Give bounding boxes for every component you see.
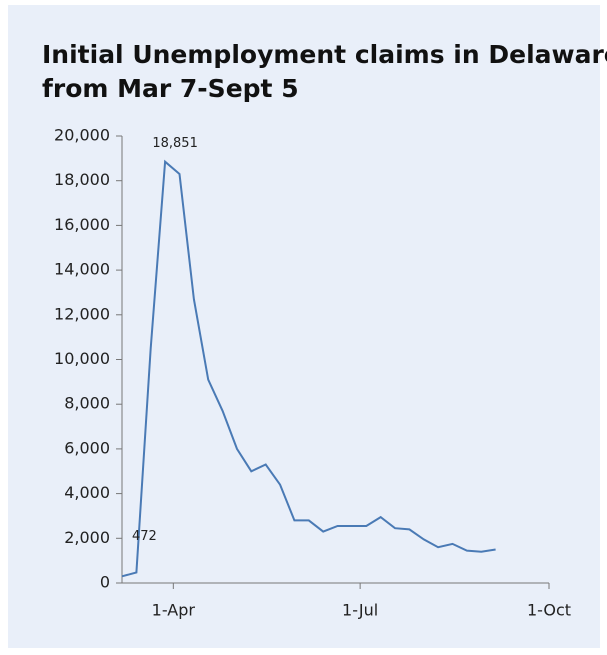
title-line: from Mar 7-Sept 5 xyxy=(42,74,299,103)
chart-title: Initial Unemployment claims in Delaware … xyxy=(42,40,607,103)
y-tick-label: 0 xyxy=(100,573,110,592)
y-tick-label: 4,000 xyxy=(64,483,110,502)
y-tick-label: 16,000 xyxy=(54,215,110,234)
x-tick-label: 1-Oct xyxy=(527,601,571,620)
x-tick-label: 1-Apr xyxy=(152,601,196,620)
y-tick-label: 12,000 xyxy=(54,304,110,323)
line-series xyxy=(121,159,496,578)
x-tick-label: 1-Jul xyxy=(342,601,378,620)
data-label: 18,851 xyxy=(152,136,198,151)
y-tick-label: 6,000 xyxy=(64,438,110,457)
y-tick-label: 14,000 xyxy=(54,260,110,279)
title-line: Initial Unemployment claims in Delaware xyxy=(42,40,607,69)
y-tick-label: 2,000 xyxy=(64,528,110,547)
y-tick-label: 18,000 xyxy=(54,170,110,189)
y-tick-label: 10,000 xyxy=(54,349,110,368)
background xyxy=(8,5,600,648)
data-label: 472 xyxy=(132,529,157,544)
y-tick-label: 8,000 xyxy=(64,394,110,413)
y-tick-label: 20,000 xyxy=(54,126,110,145)
